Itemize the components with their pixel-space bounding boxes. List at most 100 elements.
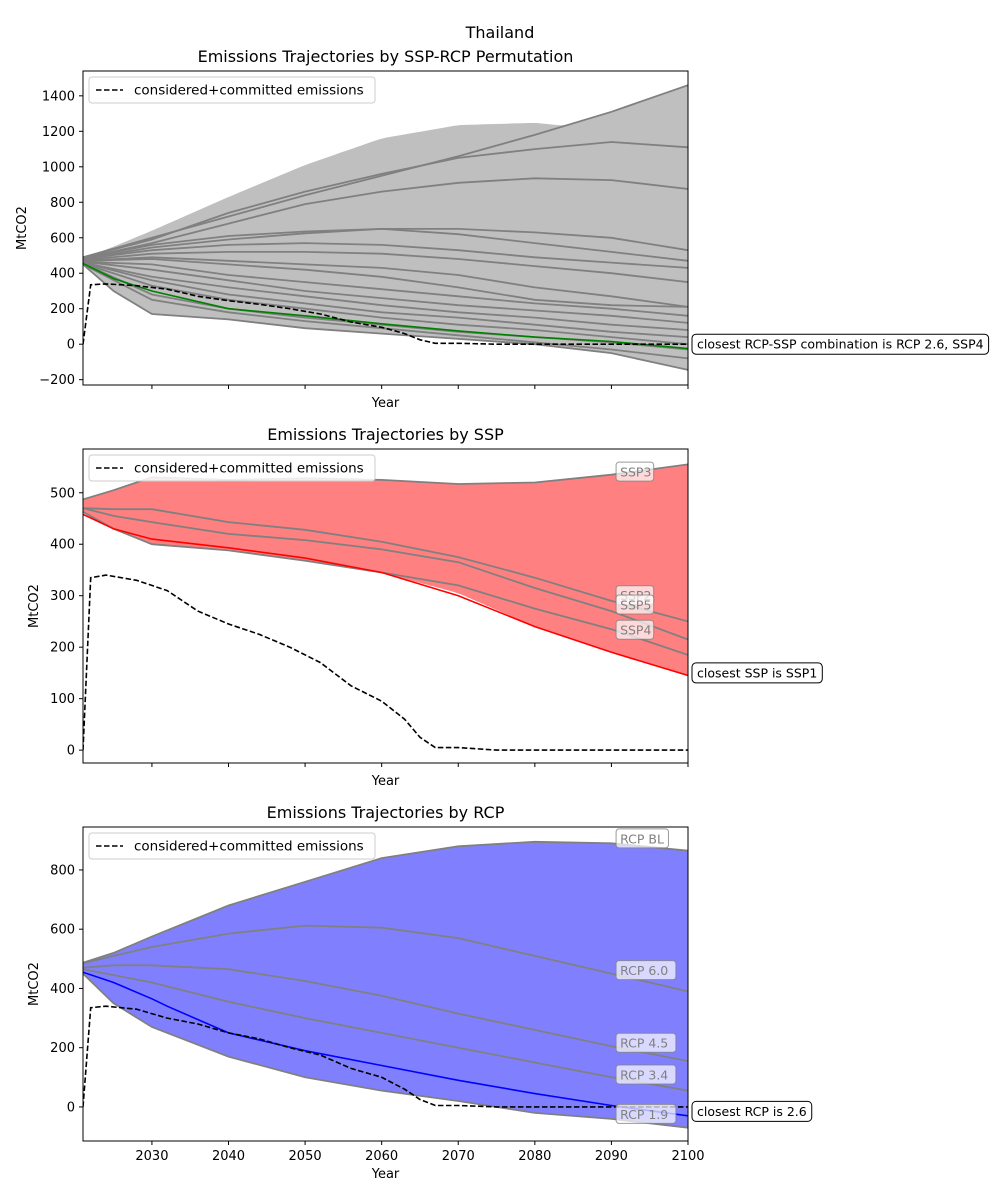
series-line-7	[83, 256, 688, 308]
legend: considered+committed emissions	[88, 454, 376, 482]
series-label-text: RCP 6.0	[620, 963, 668, 978]
committed-emissions-line	[83, 574, 688, 751]
closest-callout: closest RCP is 2.6	[691, 1100, 813, 1122]
y-tick-label: 1400	[42, 89, 75, 104]
series-label: SSP4	[615, 619, 655, 640]
x-tick-label: 2080	[518, 1149, 551, 1164]
series-label-text: RCP 3.4	[620, 1067, 668, 1082]
series-label-box	[615, 1064, 677, 1085]
series-label: SSP3	[615, 461, 655, 482]
legend-box	[88, 454, 376, 482]
series-label-box	[615, 619, 655, 640]
y-tick-label: 100	[50, 692, 75, 707]
closest-callout: closest RCP-SSP combination is RCP 2.6, …	[691, 333, 990, 355]
y-axis-label: MtCO2	[15, 206, 30, 250]
closest-callout: closest SSP is SSP1	[691, 662, 823, 684]
panel-title: Emissions Trajectories by SSP-RCP Permut…	[198, 47, 574, 66]
y-tick-label: 0	[67, 1100, 75, 1115]
committed-emissions-line	[83, 1005, 688, 1108]
legend: considered+committed emissions	[88, 832, 376, 860]
series-label: RCP 4.5	[615, 1032, 677, 1053]
series-line-ssp2	[83, 507, 688, 623]
legend-label: considered+committed emissions	[134, 83, 364, 99]
y-axis-label: MtCO2	[27, 962, 42, 1006]
panel-ssp: Emissions Trajectories by SSP 0 100 200 300 4…	[27, 425, 823, 789]
y-tick-label: 400	[50, 267, 75, 282]
y-tick-label: 800	[50, 196, 75, 211]
plot-area	[83, 840, 688, 1129]
series-label: RCP 6.0	[615, 960, 677, 981]
series-label-text: SSP3	[620, 465, 651, 480]
range-band	[83, 464, 688, 676]
y-tick-label: 400	[50, 982, 75, 997]
panel-permutation: Emissions Trajectories by SSP-RCP Permut…	[15, 47, 990, 411]
callout-box	[691, 662, 823, 684]
x-tick-label: 2070	[442, 1149, 475, 1164]
series-label-box	[615, 1103, 677, 1124]
series-line-9	[83, 260, 688, 317]
series-label-box	[615, 828, 669, 849]
legend-box	[88, 76, 376, 104]
series-label-box	[615, 461, 655, 482]
callout-text: closest RCP is 2.6	[697, 1104, 807, 1119]
series-line-6	[83, 251, 688, 283]
series-line-11	[83, 261, 688, 331]
series-line-4	[83, 227, 688, 262]
axes-frame	[82, 448, 689, 764]
x-tick-label: 2040	[212, 1149, 245, 1164]
series-label-text: RCP BL	[620, 831, 664, 846]
series-line-rcp-3-4	[83, 968, 688, 1092]
series-line-rcp-bl	[83, 840, 688, 964]
series-line-rcp-1-9	[83, 972, 688, 1129]
y-tick-label: 400	[50, 538, 75, 553]
y-tick-label: 1200	[42, 125, 75, 140]
plot-area	[83, 84, 688, 371]
axes-frame	[82, 826, 689, 1142]
series-line-rcp-4-5	[83, 964, 688, 1062]
closest-trajectory-line	[83, 971, 688, 1117]
legend-label: considered+committed emissions	[134, 461, 364, 477]
legend-box	[88, 832, 376, 860]
x-tick-label: 2050	[289, 1149, 322, 1164]
series-label-box	[615, 960, 677, 981]
range-band	[83, 85, 688, 370]
series-line-12	[83, 261, 688, 338]
y-tick-label: 0	[67, 338, 75, 353]
x-tick-label: 2060	[365, 1149, 398, 1164]
series-label-text: SSP4	[620, 623, 651, 638]
series-label: RCP 1.9	[615, 1103, 677, 1124]
callout-text: closest SSP is SSP1	[697, 665, 817, 680]
series-label: SSP5	[615, 594, 655, 615]
legend: considered+committed emissions	[88, 76, 376, 104]
y-axis-label: MtCO2	[27, 584, 42, 628]
plot-area	[83, 463, 688, 751]
x-tick-label: 2100	[671, 1149, 704, 1164]
panel-title: Emissions Trajectories by RCP	[267, 803, 505, 822]
y-tick-label: 600	[50, 923, 75, 938]
series-line-8	[83, 258, 688, 308]
figure-suptitle: Thailand	[465, 23, 535, 42]
closest-trajectory-line	[83, 513, 688, 677]
series-label: RCP 3.4	[615, 1064, 677, 1085]
series-line-rcp-6-0	[83, 924, 688, 993]
series-line-13	[83, 262, 688, 346]
callout-box	[691, 1100, 813, 1122]
range-band	[83, 841, 688, 1128]
series-label-text: SSP5	[620, 597, 651, 612]
series-line-16	[83, 263, 688, 371]
axes-frame	[82, 70, 689, 386]
callout-text: closest RCP-SSP combination is RCP 2.6, …	[697, 337, 984, 352]
x-tick-label: 2090	[595, 1149, 628, 1164]
y-tick-label: 0	[67, 744, 75, 759]
callout-box	[691, 333, 990, 355]
series-label: RCP BL	[615, 828, 669, 849]
series-line-10	[83, 260, 688, 324]
x-tick-label: 2030	[135, 1149, 168, 1164]
series-line-2	[83, 177, 688, 260]
x-axis-label: Year	[371, 1167, 400, 1182]
panel-title: Emissions Trajectories by SSP	[267, 425, 504, 444]
series-label-text: RCP 1.9	[620, 1107, 668, 1122]
y-tick-label: −200	[39, 373, 75, 388]
y-tick-label: 800	[50, 863, 75, 878]
y-tick-label: 500	[50, 486, 75, 501]
